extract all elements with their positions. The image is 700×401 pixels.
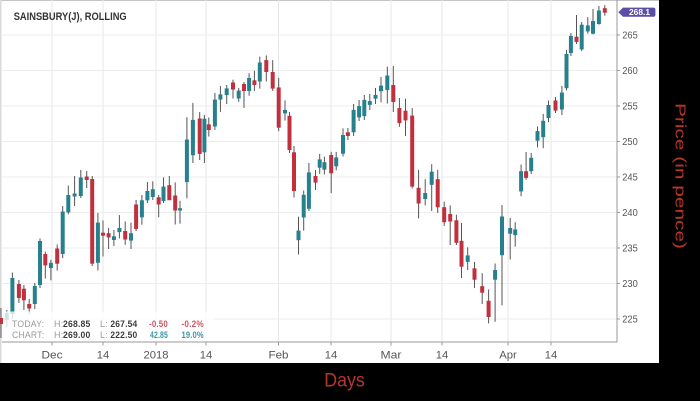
svg-text:268.85: 268.85 (63, 319, 91, 329)
svg-text:14: 14 (97, 350, 110, 362)
svg-text:268.1: 268.1 (629, 7, 650, 17)
svg-text:255: 255 (622, 102, 638, 113)
svg-text:269.00: 269.00 (63, 330, 91, 340)
svg-text:14: 14 (436, 350, 449, 362)
svg-text:-0.50: -0.50 (149, 319, 168, 329)
svg-text:H:: H: (54, 319, 63, 329)
svg-text:42.85: 42.85 (150, 330, 168, 340)
svg-text:2018: 2018 (144, 350, 169, 362)
svg-text:14: 14 (200, 350, 213, 362)
svg-text:19.0%: 19.0% (182, 330, 204, 340)
svg-text:H:: H: (54, 330, 63, 340)
svg-text:14: 14 (545, 350, 558, 362)
svg-text:-0.2%: -0.2% (182, 319, 204, 329)
svg-text:Dec: Dec (42, 350, 64, 362)
svg-text:L:: L: (100, 319, 108, 329)
svg-text:TODAY:: TODAY: (12, 319, 44, 329)
svg-text:Mar: Mar (381, 350, 402, 362)
svg-text:222.50: 222.50 (110, 330, 137, 340)
svg-text:Apr: Apr (499, 350, 517, 362)
svg-text:SAINSBURY(J), ROLLING: SAINSBURY(J), ROLLING (14, 11, 127, 23)
svg-text:240: 240 (622, 208, 638, 219)
svg-text:267.54: 267.54 (110, 319, 137, 329)
svg-text:Price (in pence): Price (in pence) (672, 103, 689, 249)
svg-text:245: 245 (622, 173, 638, 184)
svg-text:L:: L: (100, 330, 108, 340)
svg-text:CHART:: CHART: (12, 330, 44, 340)
svg-text:225: 225 (622, 315, 638, 326)
svg-text:230: 230 (622, 279, 638, 290)
svg-text:14: 14 (325, 350, 338, 362)
svg-text:Feb: Feb (269, 350, 289, 362)
svg-text:260: 260 (622, 66, 638, 77)
svg-text:Days: Days (324, 371, 365, 392)
svg-text:265: 265 (622, 31, 638, 42)
svg-text:235: 235 (622, 244, 638, 255)
svg-text:250: 250 (622, 137, 638, 148)
